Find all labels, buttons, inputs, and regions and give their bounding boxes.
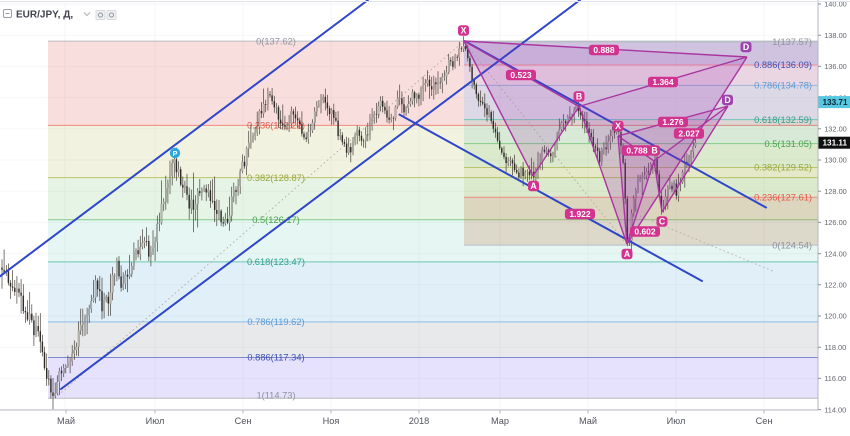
svg-text:136.00: 136.00: [824, 62, 847, 71]
svg-text:2.027: 2.027: [678, 129, 700, 139]
svg-text:A: A: [624, 249, 631, 259]
svg-text:0.382(128.87): 0.382(128.87): [247, 173, 305, 183]
svg-text:114.00: 114.00: [824, 405, 846, 414]
svg-text:Сен: Сен: [756, 416, 773, 426]
svg-text:116.00: 116.00: [824, 374, 846, 383]
svg-text:1.276: 1.276: [662, 117, 684, 127]
svg-text:P: P: [172, 149, 177, 158]
svg-text:0.618(132.59): 0.618(132.59): [754, 115, 812, 125]
svg-text:X: X: [615, 121, 621, 131]
svg-text:1.922: 1.922: [569, 209, 591, 219]
svg-text:0.786(119.62): 0.786(119.62): [247, 317, 304, 327]
svg-text:0.236(127.61): 0.236(127.61): [754, 193, 812, 203]
svg-text:Май: Май: [57, 416, 75, 426]
svg-text:130.00: 130.00: [824, 156, 847, 165]
svg-text:124.00: 124.00: [824, 249, 847, 258]
svg-text:133.71: 133.71: [823, 98, 848, 107]
svg-text:Июл: Июл: [146, 416, 165, 426]
svg-text:A: A: [530, 181, 537, 191]
svg-text:B: B: [576, 92, 582, 102]
svg-text:0.886(136.09): 0.886(136.09): [754, 60, 812, 70]
svg-text:1(114.73): 1(114.73): [256, 390, 295, 400]
svg-text:0.602: 0.602: [634, 227, 656, 237]
svg-text:Июл: Июл: [667, 416, 686, 426]
svg-text:1.364: 1.364: [652, 77, 674, 87]
svg-text:0.618(123.47): 0.618(123.47): [247, 257, 305, 267]
svg-text:138.00: 138.00: [824, 31, 847, 40]
svg-text:0(137.62): 0(137.62): [256, 36, 296, 46]
svg-text:1(137.57): 1(137.57): [772, 37, 812, 47]
svg-text:B: B: [651, 146, 657, 156]
svg-text:0.236(132.22): 0.236(132.22): [247, 121, 305, 131]
svg-text:122.00: 122.00: [824, 281, 847, 290]
svg-text:C: C: [659, 217, 666, 227]
svg-text:128.00: 128.00: [824, 187, 847, 196]
svg-text:126.00: 126.00: [824, 218, 847, 227]
svg-text:Ноя: Ноя: [323, 416, 340, 426]
svg-text:2018: 2018: [409, 416, 429, 426]
svg-text:X: X: [461, 26, 467, 36]
svg-text:0(124.54): 0(124.54): [772, 240, 812, 250]
svg-text:0.382(129.52): 0.382(129.52): [754, 163, 812, 173]
svg-text:Май: Май: [579, 416, 597, 426]
svg-text:D: D: [743, 42, 749, 52]
svg-text:EUR/JPY, Д,: EUR/JPY, Д,: [16, 10, 73, 21]
svg-text:0.786(134.78): 0.786(134.78): [754, 81, 812, 91]
svg-text:D: D: [724, 95, 730, 105]
svg-text:118.00: 118.00: [824, 343, 846, 352]
svg-text:0.788: 0.788: [626, 146, 648, 156]
svg-text:0.886(117.34): 0.886(117.34): [247, 353, 304, 363]
svg-text:0.523: 0.523: [510, 70, 532, 80]
svg-text:0.5(131.05): 0.5(131.05): [764, 139, 812, 149]
svg-text:Сен: Сен: [235, 416, 252, 426]
svg-text:131.11: 131.11: [823, 139, 848, 148]
svg-text:Мар: Мар: [491, 416, 509, 426]
svg-text:120.00: 120.00: [824, 312, 847, 321]
svg-text:132.00: 132.00: [824, 125, 847, 134]
svg-text:0.888: 0.888: [593, 45, 615, 55]
